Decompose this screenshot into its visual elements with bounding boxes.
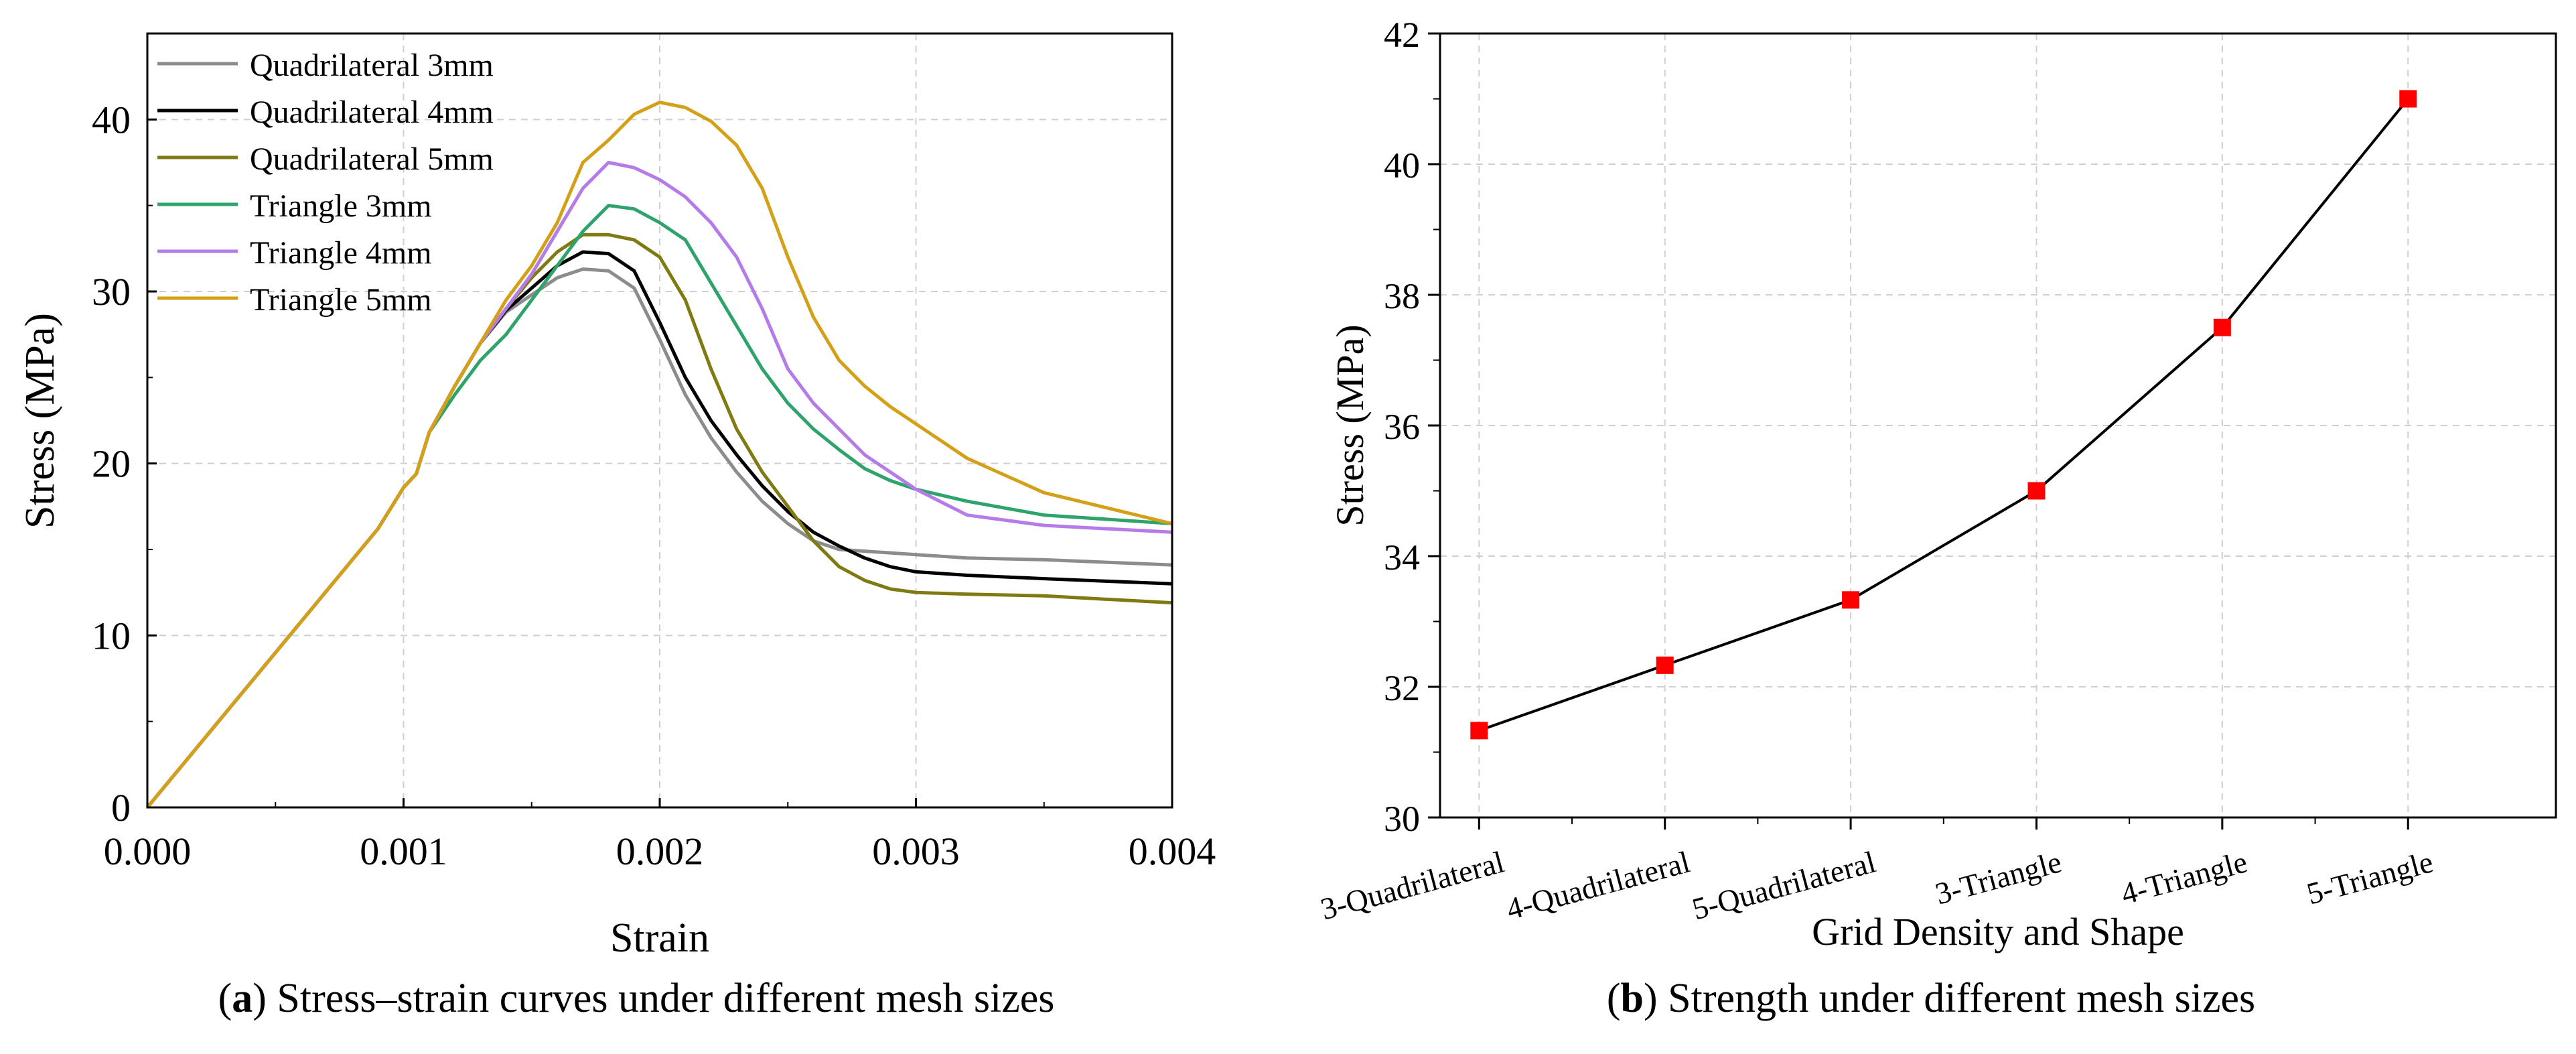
series-group bbox=[1470, 90, 2417, 740]
data-point-marker bbox=[1656, 656, 1674, 674]
y-tick-label: 36 bbox=[1384, 407, 1420, 447]
legend-label: Quadrilateral 4mm bbox=[250, 94, 494, 130]
caption-a-letter: a bbox=[232, 976, 253, 1021]
grid bbox=[147, 34, 1172, 807]
grid bbox=[1440, 34, 2556, 817]
x-axis-label: Strain bbox=[610, 915, 709, 961]
data-point-marker bbox=[1470, 722, 1488, 740]
series-line-6 bbox=[146, 101, 1173, 809]
data-point-marker bbox=[2213, 318, 2231, 336]
y-tick-label: 30 bbox=[92, 270, 131, 314]
y-tick-label: 34 bbox=[1384, 537, 1420, 578]
legend-label: Triangle 5mm bbox=[250, 282, 432, 318]
y-axis-label: Stress (MPa) bbox=[17, 313, 63, 529]
x-tick-label: 4-Triangle bbox=[2117, 844, 2250, 911]
x-tick-label: 0.001 bbox=[360, 830, 447, 873]
y-tick-label: 32 bbox=[1384, 668, 1420, 708]
legend: Quadrilateral 3mm Quadrilateral 4mm Quadri… bbox=[157, 48, 494, 318]
x-tick-label: 0.003 bbox=[872, 830, 960, 873]
x-tick-label: 4-Quadrilateral bbox=[1503, 844, 1694, 926]
caption-b: (b) Strength under different mesh sizes bbox=[1606, 976, 2256, 1021]
axis-ticks: 0 10 20 30 40 0.000 0.001 0.002 0.003 0.004 bbox=[92, 98, 1216, 873]
x-tick-label: 0.004 bbox=[1129, 830, 1216, 873]
legend-label: Quadrilateral 3mm bbox=[250, 48, 494, 83]
axis-ticks: 30 32 34 36 38 40 42 3-Quadrilateral4-Quadrilat… bbox=[1317, 15, 2437, 926]
x-tick-label: 3-Triangle bbox=[1932, 844, 2065, 911]
y-tick-label: 42 bbox=[1384, 15, 1420, 55]
y-tick-label: 40 bbox=[1384, 145, 1420, 186]
y-tick-label: 10 bbox=[92, 614, 131, 657]
series-group bbox=[146, 101, 1173, 809]
x-tick-label: 0.002 bbox=[616, 830, 704, 873]
caption-b-text: Strength under different mesh sizes bbox=[1668, 976, 2256, 1021]
caption-b-letter: b bbox=[1620, 976, 1644, 1021]
data-point-marker bbox=[2027, 482, 2046, 500]
caption-a: (a) Stress–strain curves under different… bbox=[218, 976, 1055, 1021]
y-tick-label: 40 bbox=[92, 98, 131, 141]
strength-chart: 30 32 34 36 38 40 42 3-Quadrilateral4-Quadrilat… bbox=[1317, 15, 2557, 953]
legend-label: Triangle 4mm bbox=[250, 235, 432, 271]
y-tick-label: 20 bbox=[92, 442, 131, 486]
strength-line bbox=[1478, 98, 2409, 732]
x-tick-label: 3-Quadrilateral bbox=[1317, 844, 1508, 926]
y-axis-label: Stress (MPa) bbox=[1328, 324, 1372, 526]
y-tick-label: 38 bbox=[1384, 276, 1420, 316]
stress-strain-chart: 0 10 20 30 40 0.000 0.001 0.002 0.003 0.004 Quadr… bbox=[17, 32, 1216, 961]
data-point-marker bbox=[2399, 90, 2417, 108]
legend-label: Quadrilateral 5mm bbox=[250, 141, 494, 177]
data-point-marker bbox=[1842, 591, 1860, 609]
x-tick-label: 0.000 bbox=[104, 830, 192, 873]
x-tick-label: 5-Triangle bbox=[2303, 844, 2437, 911]
caption-a-text: Stress–strain curves under different mes… bbox=[277, 976, 1055, 1021]
x-axis-label: Grid Density and Shape bbox=[1812, 910, 2184, 953]
y-tick-label: 0 bbox=[111, 786, 131, 830]
y-tick-label: 30 bbox=[1384, 799, 1420, 839]
legend-label: Triangle 3mm bbox=[250, 188, 432, 224]
